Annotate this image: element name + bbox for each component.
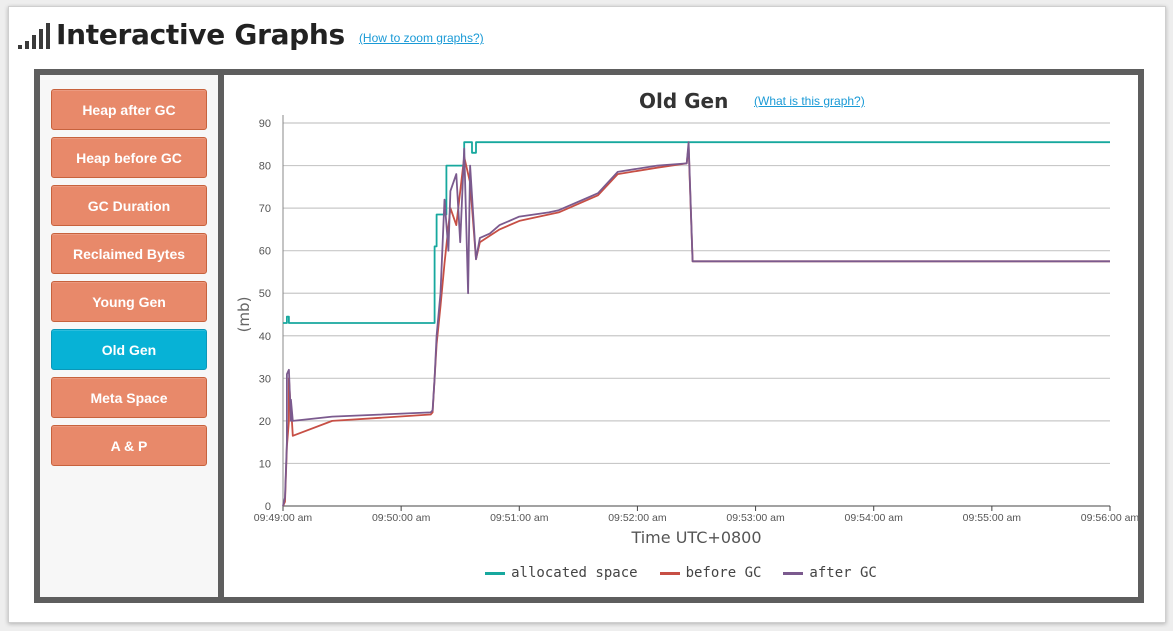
old-gen-button[interactable]: Old Gen [51,329,207,370]
x-tick-label-4: 09:53:00 am [726,512,785,524]
y-tick-label-10: 10 [259,458,271,470]
meta-space-button[interactable]: Meta Space [51,377,207,418]
y-axis-label: (mb) [235,297,253,333]
a-and-p-button[interactable]: A & P [51,425,207,466]
allocated-space-line [283,141,1110,324]
y-tick-label-90: 90 [259,118,271,130]
young-gen-button[interactable]: Young Gen [51,281,207,322]
legend-swatch-after-gc [783,571,804,575]
signal-bars-icon [18,23,50,49]
y-tick-label-70: 70 [259,203,271,215]
chart-panel: 0 10 20 30 40 50 60 70 80 90 09:49:00 am 09:50:00 a… [224,75,1138,597]
graph-selector-sidebar: Heap after GC Heap before GC GC Duration… [40,75,218,597]
y-tick-label-0: 0 [265,501,271,513]
x-tick-label-0: 09:49:00 am [254,512,313,524]
legend-item-allocated[interactable]: allocated space [485,565,638,581]
page-title: Interactive Graphs [56,17,345,51]
legend-label-after-gc: after GC [809,565,877,581]
legend-label-before-gc: before GC [685,565,762,581]
reclaimed-bytes-button[interactable]: Reclaimed Bytes [51,233,207,274]
legend-swatch-allocated [485,571,506,575]
page-header: Interactive Graphs (How to zoom graphs?) [18,14,484,54]
legend-swatch-before-gc [659,571,680,575]
heap-after-gc-button[interactable]: Heap after GC [51,89,207,130]
y-tick-label-40: 40 [259,331,271,343]
before-gc-line [282,145,1110,507]
legend-item-after-gc[interactable]: after GC [783,565,877,581]
y-tick-label-20: 20 [259,416,271,428]
y-tick-label-30: 30 [259,373,271,385]
x-tick-label-7: 09:56:00 am [1081,512,1138,524]
x-tick-label-2: 09:51:00 am [490,512,549,524]
graph-help-link[interactable]: (What is this graph?) [754,94,865,108]
x-tick-label-6: 09:55:00 am [963,512,1022,524]
x-tick-label-3: 09:52:00 am [608,512,667,524]
x-axis-label: Time UTC+0800 [630,528,761,547]
legend-item-before-gc[interactable]: before GC [659,565,762,581]
zoom-help-link[interactable]: (How to zoom graphs?) [358,31,484,45]
graphs-container: Heap after GC Heap before GC GC Duration… [34,69,1144,603]
chart-title: Old Gen [639,89,729,113]
x-tick-label-1: 09:50:00 am [372,512,431,524]
old-gen-chart[interactable]: 0 10 20 30 40 50 60 70 80 90 09:49:00 am 09:50:00 a… [224,75,1138,597]
y-tick-label-50: 50 [259,288,271,300]
legend-label-allocated: allocated space [511,565,638,581]
gc-duration-button[interactable]: GC Duration [51,185,207,226]
y-tick-label-60: 60 [259,246,271,258]
y-tick-label-80: 80 [259,161,271,173]
x-tick-label-5: 09:54:00 am [845,512,904,524]
after-gc-line [282,141,1110,507]
chart-legend: allocated space before GC after GC [224,565,1138,581]
heap-before-gc-button[interactable]: Heap before GC [51,137,207,178]
